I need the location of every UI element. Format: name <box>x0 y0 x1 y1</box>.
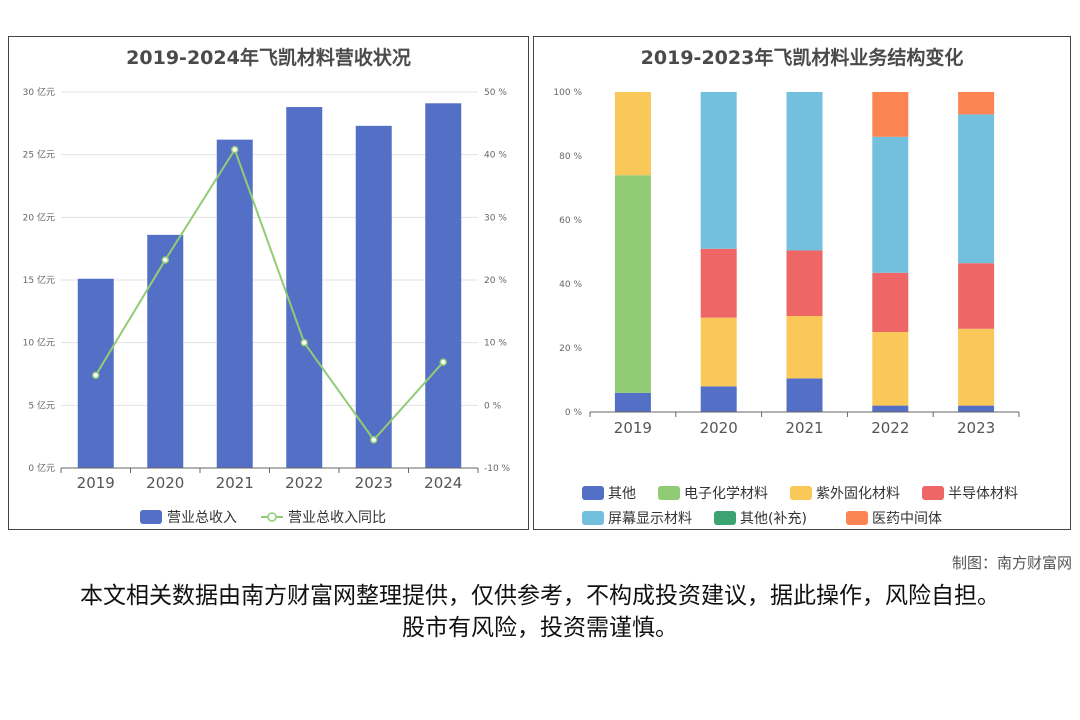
right-axis-tick-label: 50 % <box>484 88 507 98</box>
stacked-segment <box>700 248 737 318</box>
revenue-chart: 0 亿元 5 亿元 10 亿元 15 亿元 20 亿元 25 亿元 30 亿元 -10 % 0 … <box>23 86 511 526</box>
stacked-segment <box>786 316 823 379</box>
x-axis-tick-label: 2023 <box>355 474 393 492</box>
business-structure-chart-panel: 2019-2023年飞凯材料业务结构变化 0 % 20 % 40 % 60 % 80 %… <box>533 36 1071 530</box>
business-structure-chart-title: 2019-2023年飞凯材料业务结构变化 <box>640 47 964 69</box>
legend-swatch-yoy-point <box>267 512 277 522</box>
right-axis-tick-label: 10 % <box>484 339 507 349</box>
revenue-chart-title: 2019-2024年飞凯材料营收状况 <box>126 47 411 69</box>
legend-swatch <box>714 511 736 525</box>
revenue-bar <box>355 125 392 468</box>
x-axis-tick-label: 2024 <box>424 474 462 492</box>
legend-label: 屏幕显示材料 <box>608 511 692 527</box>
stacked-segment <box>786 378 823 412</box>
legend-swatch <box>582 486 604 500</box>
revenue-bar <box>216 139 253 469</box>
stacked-segment <box>872 332 909 406</box>
stacked-segment <box>786 250 823 316</box>
stacked-segment <box>958 263 995 329</box>
right-axis-tick-label: 0 % <box>484 401 502 411</box>
left-axis-tick-label: 5 亿元 <box>28 399 55 411</box>
left-axis-tick-label: 20 亿元 <box>23 211 55 223</box>
yoy-growth-point <box>92 371 100 380</box>
legend-swatch <box>582 511 604 525</box>
revenue-bar <box>425 103 462 468</box>
stacked-segment <box>958 405 995 412</box>
legend-swatch <box>922 486 944 500</box>
legend-label: 医药中间体 <box>872 511 942 527</box>
stacked-segment <box>614 92 651 176</box>
yoy-growth-point <box>439 358 447 366</box>
revenue-bar <box>286 107 323 468</box>
legend-label: 电子化学材料 <box>684 486 768 502</box>
right-axis-tick-label: 20 % <box>484 276 507 286</box>
y-axis-tick-label: 0 % <box>565 408 583 418</box>
x-axis-tick-label: 2021 <box>785 419 823 437</box>
x-axis-tick-label: 2022 <box>871 419 909 437</box>
left-axis-tick-label: 0 亿元 <box>28 462 55 474</box>
disclaimer-text: 本文相关数据由南方财富网整理提供，仅供参考，不构成投资建议，据此操作，风险自担。… <box>80 583 1000 641</box>
right-axis-tick-label: 30 % <box>484 213 507 223</box>
chart-credit: 制图：南方财富网 <box>951 554 1072 572</box>
yoy-growth-point <box>231 145 239 154</box>
revenue-bar <box>147 234 184 468</box>
yoy-growth-point <box>161 256 169 264</box>
left-axis-tick-label: 25 亿元 <box>23 149 55 161</box>
stacked-segment <box>872 92 909 137</box>
legend-label-revenue: 营业总收入 <box>167 510 237 526</box>
legend-label-yoy: 营业总收入同比 <box>288 510 386 526</box>
x-axis-tick-label: 2022 <box>285 474 323 492</box>
stacked-segment <box>786 92 823 251</box>
y-axis-tick-label: 60 % <box>559 216 582 226</box>
stacked-segment <box>958 114 995 264</box>
left-axis-tick-label: 30 亿元 <box>23 86 55 98</box>
legend-swatch <box>790 486 812 500</box>
y-axis-tick-label: 40 % <box>559 280 582 290</box>
legend-label: 其他 <box>608 486 636 502</box>
x-axis-tick-label: 2019 <box>77 474 115 492</box>
x-axis-tick-label: 2021 <box>216 474 254 492</box>
left-axis-tick-label: 15 亿元 <box>23 274 55 286</box>
legend-swatch <box>658 486 680 500</box>
right-axis-tick-label: 40 % <box>484 151 507 161</box>
x-axis-tick-label: 2023 <box>957 419 995 437</box>
y-axis-tick-label: 20 % <box>559 344 582 354</box>
stacked-segment <box>700 317 737 387</box>
legend-swatch-revenue <box>140 510 162 524</box>
legend-label: 紫外固化材料 <box>816 486 900 502</box>
yoy-growth-line <box>94 147 444 442</box>
legend-label: 其他(补充) <box>740 511 807 527</box>
x-axis-tick-label: 2020 <box>146 474 184 492</box>
revenue-chart-panel: 2019-2024年飞凯材料营收状况 0 亿元 5 亿元 10 亿元 15 亿元 20 … <box>8 36 529 530</box>
legend-label: 半导体材料 <box>948 486 1018 502</box>
yoy-growth-point <box>300 338 308 347</box>
legend-swatch <box>846 511 868 525</box>
right-axis-tick-label: -10 % <box>484 464 511 474</box>
stacked-segment <box>700 92 737 249</box>
stacked-segment <box>614 175 651 393</box>
stacked-segment <box>614 392 651 412</box>
y-axis-tick-label: 100 % <box>553 88 582 98</box>
left-axis-tick-label: 10 亿元 <box>23 337 55 349</box>
y-axis-tick-label: 80 % <box>559 152 582 162</box>
yoy-growth-point <box>370 436 378 444</box>
stacked-segment <box>958 92 995 115</box>
stacked-segment <box>958 328 995 406</box>
stacked-segment <box>872 272 909 332</box>
x-axis-tick-label: 2020 <box>700 419 738 437</box>
x-axis-tick-label: 2019 <box>614 419 652 437</box>
stacked-segment <box>872 405 909 412</box>
stacked-segment <box>872 136 909 273</box>
stacked-segment <box>700 386 737 412</box>
business-structure-chart: 0 % 20 % 40 % 60 % 80 % 100 % 2019 2020 2021 2022… <box>553 88 1020 527</box>
